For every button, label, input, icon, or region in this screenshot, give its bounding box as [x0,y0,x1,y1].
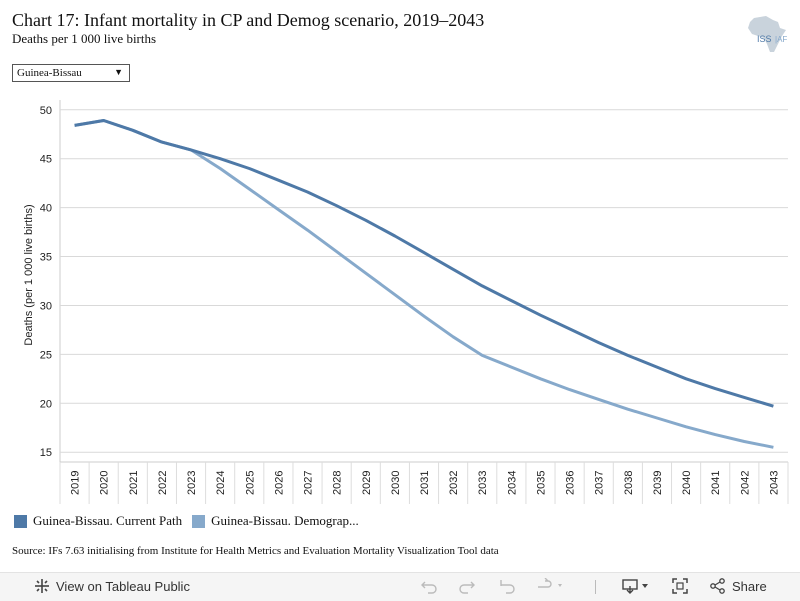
undo-icon [421,581,437,594]
legend-item-demographic[interactable]: Guinea-Bissau. Demograp... [192,513,359,529]
download-button[interactable] [622,578,652,594]
x-tick-label: 2043 [768,471,780,495]
chart-title: Chart 17: Infant mortality in CP and Dem… [12,10,485,30]
x-tick-label: 2024 [215,471,227,495]
share-button[interactable]: Share [710,578,767,594]
x-tick-label: 2037 [594,471,606,495]
y-tick-label: 45 [40,154,52,166]
y-tick-label: 35 [40,252,52,264]
svg-text:|AF: |AF [775,35,787,44]
x-tick-label: 2038 [623,471,635,495]
fullscreen-button[interactable] [672,578,688,594]
x-tick-label: 2026 [273,471,285,495]
x-tick-label: 2025 [244,471,256,495]
tableau-icon [35,579,49,593]
y-tick-label: 30 [40,300,52,312]
y-axis-ticks: 15 20 25 30 35 40 45 50 [40,105,52,459]
chart-subtitle: Deaths per 1 000 live births [12,31,157,46]
x-tick-label: 2030 [390,471,402,495]
series-line[interactable] [74,119,774,449]
x-tick-label: 2022 [157,471,169,495]
grid-lines [59,100,789,504]
x-tick-label: 2019 [70,471,82,495]
y-tick-label: 25 [40,349,52,361]
legend-item-current-path[interactable]: Guinea-Bissau. Current Path [14,513,182,529]
svg-text:ISS: ISS [757,34,772,44]
legend-swatch [14,514,27,528]
iss-africa-logo: ISS |AF [748,16,787,52]
legend-label: Guinea-Bissau. Current Path [33,513,183,528]
x-tick-label: 2027 [303,471,315,495]
x-tick-label: 2040 [681,471,693,495]
download-icon [622,579,648,594]
x-tick-label: 2042 [739,471,751,495]
redo-button[interactable] [458,578,476,594]
legend-swatch [192,514,206,528]
view-on-tableau-label: View on Tableau Public [56,578,190,594]
legend: Guinea-Bissau. Current Path Guinea-Bissa… [14,513,363,529]
y-tick-label: 15 [40,447,52,459]
x-tick-label: 2028 [332,471,344,495]
x-tick-label: 2032 [448,471,460,495]
refresh-button[interactable] [536,578,566,594]
country-filter-value: Guinea-Bissau [17,67,82,79]
revert-icon [500,580,515,594]
x-tick-label: 2023 [186,471,198,495]
y-tick-label: 40 [40,203,52,215]
legend-label: Guinea-Bissau. Demograp... [211,513,359,528]
x-tick-label: 2033 [477,471,489,495]
share-label: Share [732,578,767,594]
share-icon [710,578,725,594]
tableau-toolbar: View on Tableau Public Share [0,572,800,601]
x-tick-label: 2041 [710,471,722,495]
country-filter-dropdown[interactable]: Guinea-Bissau ▼ [12,64,130,82]
source-note: Source: IFs 7.63 initialising from Insti… [12,545,499,557]
x-tick-label: 2020 [99,471,111,495]
x-tick-label: 2035 [535,471,547,495]
fullscreen-icon [672,578,688,594]
chevron-down-icon: ▼ [114,67,123,77]
view-on-tableau-button[interactable]: View on Tableau Public [34,578,190,594]
x-tick-label: 2034 [506,471,518,495]
series-line[interactable] [74,119,774,408]
toolbar-divider [595,580,596,594]
x-tick-label: 2039 [652,471,664,495]
x-tick-label: 2036 [565,471,577,495]
refresh-icon [538,578,562,588]
y-axis-label: Deaths (per 1 000 live births) [23,204,35,345]
y-tick-label: 50 [40,105,52,117]
x-tick-label: 2029 [361,471,373,495]
revert-button[interactable] [498,578,516,594]
y-tick-label: 20 [40,398,52,410]
series-lines [74,119,774,449]
x-tick-label: 2031 [419,471,431,495]
redo-icon [459,581,475,594]
x-axis-ticks: 2019 2020 2021 2022 2023 2024 2025 2026 2027 2028… [70,471,781,495]
x-tick-label: 2021 [128,471,140,495]
undo-button[interactable] [420,578,438,594]
